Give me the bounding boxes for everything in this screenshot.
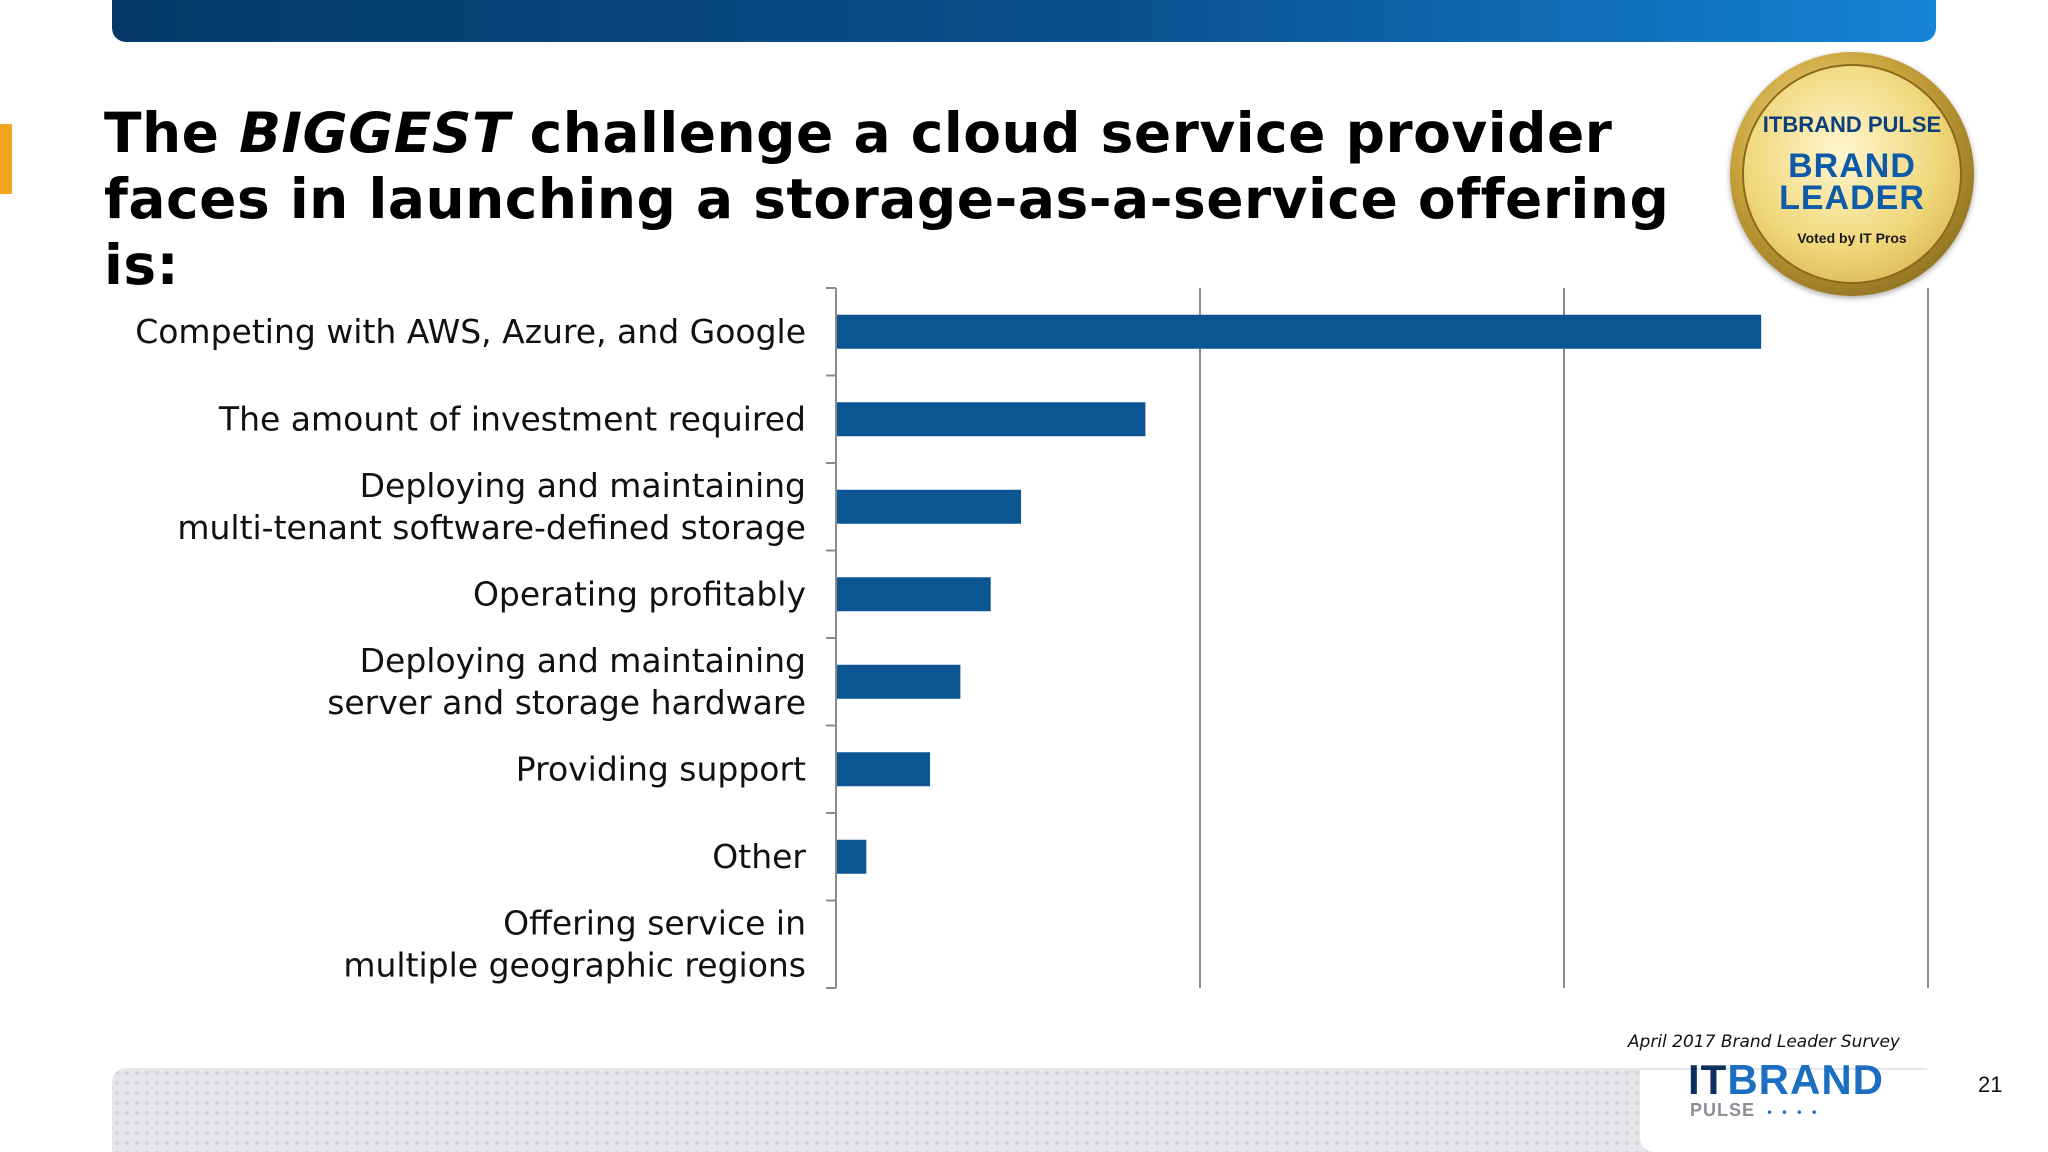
category-label-3: Operating profitably	[473, 574, 806, 613]
footer-logo-panel	[1640, 1070, 1950, 1152]
category-label-2-line-1: multi-tenant software-defined storage	[177, 508, 806, 547]
bar-5	[837, 752, 931, 787]
slide-title: The BIGGEST challenge a cloud service pr…	[104, 100, 1744, 298]
category-label-4-line-1: server and storage hardware	[327, 683, 806, 722]
category-label-1: The amount of investment required	[218, 399, 806, 438]
itbrand-pulse-logo: ITBRAND PULSE • • • •	[1688, 1058, 1888, 1124]
category-label-5: Providing support	[516, 749, 806, 788]
logo-wordmark: ITBRAND	[1688, 1058, 1884, 1102]
pulse-dots-icon: • • • •	[1766, 1106, 1820, 1120]
side-accent	[0, 124, 12, 194]
badge-sub-text: Voted by IT Pros	[1797, 230, 1907, 246]
badge-inner: ITBRAND PULSE BRAND LEADER Voted by IT P…	[1742, 64, 1962, 284]
badge-line-2: LEADER	[1779, 179, 1925, 217]
title-emphasis: BIGGEST	[239, 101, 510, 165]
survey-caption: April 2017 Brand Leader Survey	[1627, 1032, 1900, 1052]
category-label-7-line-0: Offering service in	[503, 903, 806, 942]
bar-1	[837, 402, 1146, 437]
badge-line-1: BRAND	[1788, 147, 1916, 185]
category-label-7-line-1: multiple geographic regions	[343, 945, 806, 984]
logo-pulse: PULSE	[1690, 1100, 1756, 1120]
category-label-2-line-0: Deploying and maintaining	[360, 466, 806, 505]
logo-brand: BRAND	[1727, 1056, 1884, 1103]
category-label-6: Other	[712, 837, 806, 876]
badge-main-text: BRAND LEADER	[1744, 147, 1960, 217]
bar-0	[837, 314, 1762, 349]
header-bar	[112, 0, 1936, 42]
badge-top-text: ITBRAND PULSE	[1762, 112, 1942, 137]
logo-it: IT	[1688, 1056, 1728, 1103]
bar-4	[837, 664, 961, 699]
bar-6	[837, 839, 867, 874]
bar-3	[837, 577, 991, 612]
title-text-2: challenge a cloud service provider faces…	[104, 101, 1670, 297]
brand-leader-badge: ITBRAND PULSE BRAND LEADER Voted by IT P…	[1730, 52, 1974, 296]
bar-2	[837, 489, 1022, 524]
category-label-4-line-0: Deploying and maintaining	[360, 641, 806, 680]
category-label-0: Competing with AWS, Azure, and Google	[135, 312, 806, 351]
footer-band	[112, 1068, 1936, 1152]
title-text-1: The	[104, 101, 240, 165]
page-number: 21	[1978, 1072, 2003, 1097]
